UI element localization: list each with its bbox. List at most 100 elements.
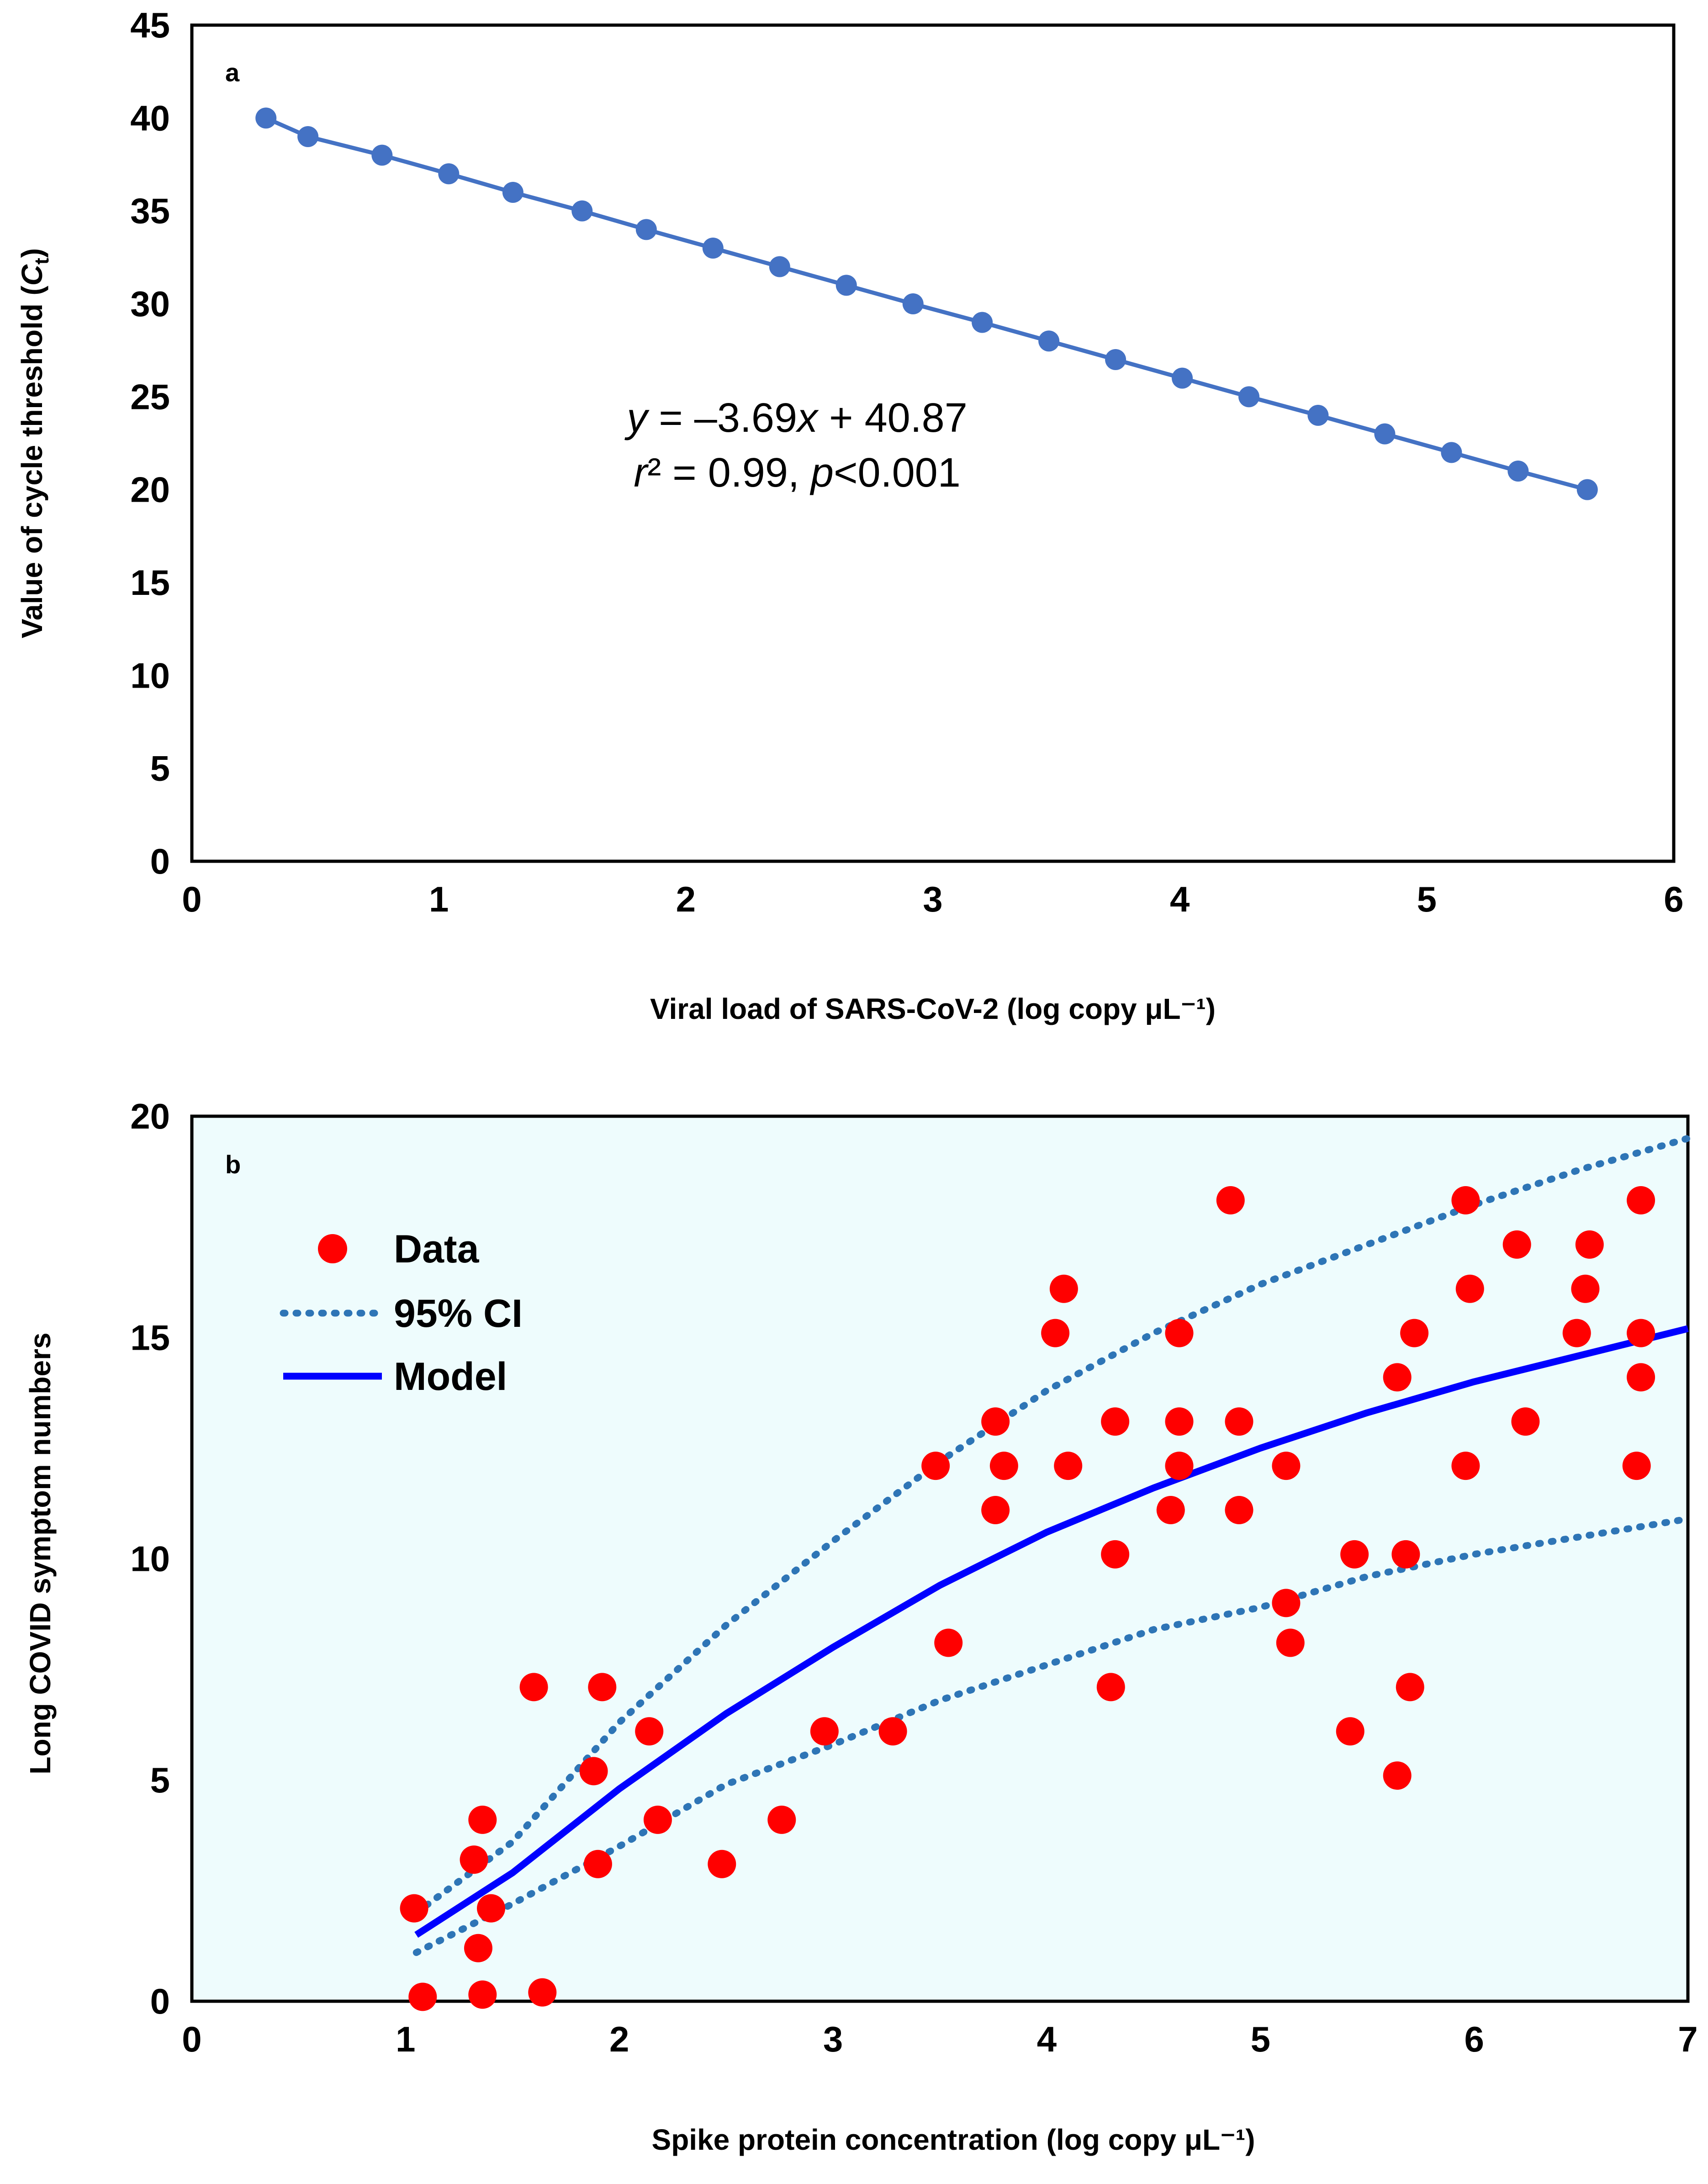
ct-data-point	[1105, 349, 1126, 370]
ct-data-point	[255, 107, 277, 129]
ct-data-point	[438, 163, 460, 185]
panel-b-x-tick-label: 4	[1037, 2019, 1057, 2059]
symptom-data-point	[1340, 1540, 1369, 1569]
panel-a-y-tick-label: 40	[130, 98, 170, 138]
panel-a-x-tick-label: 3	[923, 879, 942, 919]
symptom-data-point	[1276, 1628, 1305, 1657]
symptom-data-point	[1216, 1186, 1245, 1215]
symptom-data-point	[1101, 1540, 1130, 1569]
symptom-data-point	[767, 1805, 796, 1834]
symptom-data-point	[1575, 1230, 1604, 1259]
ct-data-point	[769, 256, 790, 277]
symptom-data-point	[1225, 1495, 1253, 1524]
panel-a-x-tick-label: 5	[1417, 879, 1437, 919]
symptom-data-point	[810, 1717, 839, 1746]
panel-b-x-tick-label: 0	[182, 2019, 201, 2059]
symptom-data-point	[1272, 1589, 1301, 1617]
symptom-data-point	[708, 1850, 736, 1878]
symptom-data-point	[1396, 1673, 1424, 1702]
ct-data-point	[502, 182, 524, 203]
symptom-data-point	[1627, 1363, 1655, 1392]
ct-data-point	[1441, 442, 1462, 463]
panel-a-y-tick-label: 15	[130, 562, 170, 603]
panel-b-x-tick-label: 2	[609, 2019, 629, 2059]
symptom-data-point	[1455, 1274, 1484, 1303]
symptom-data-point	[1165, 1319, 1194, 1347]
symptom-data-point	[1451, 1186, 1480, 1215]
panel-b-x-tick-label: 6	[1464, 2019, 1484, 2059]
symptom-data-point	[1156, 1495, 1185, 1524]
panel-a-x-tick-label: 0	[182, 879, 201, 919]
panel-a-y-axis-title: Value of cycle threshold (Ct)	[16, 248, 53, 638]
symptom-data-point	[1165, 1407, 1194, 1436]
panel-a-x-tick-label: 2	[676, 879, 696, 919]
symptom-data-point	[1383, 1761, 1412, 1790]
panel-b-y-axis-title: Long COVID symptom numbers	[24, 1332, 57, 1774]
symptom-data-point	[1562, 1319, 1591, 1347]
symptom-data-point	[519, 1673, 548, 1702]
panel-b-x-tick-label: 1	[396, 2019, 415, 2059]
symptom-data-point	[1571, 1274, 1600, 1303]
panel-a-x-tick-label: 1	[429, 879, 449, 919]
symptom-data-point	[408, 1983, 437, 2011]
ct-data-point	[1172, 367, 1193, 389]
panel-a-label: a	[225, 58, 240, 87]
panel-b-y-tick-label: 0	[150, 1981, 170, 2021]
panel-a-y-tick-label: 20	[130, 470, 170, 510]
panel-b-data-points	[400, 1186, 1655, 2011]
symptom-data-point	[643, 1805, 672, 1834]
panel-b-y-tick-label: 10	[130, 1539, 170, 1579]
ct-data-point	[297, 126, 319, 147]
ct-data-point	[835, 275, 857, 296]
symptom-data-point	[1225, 1407, 1253, 1436]
panel-a-series	[255, 107, 1598, 500]
symptom-data-point	[400, 1894, 428, 1923]
symptom-data-point	[1054, 1452, 1083, 1480]
symptom-data-point	[1165, 1452, 1194, 1480]
symptom-data-point	[1511, 1407, 1540, 1436]
panel-b-chart: b 0 5 10 15 20 0 1 2 3 4 5 6 7 Data 95% CI Model Sp…	[24, 1096, 1698, 2156]
symptom-data-point	[878, 1717, 907, 1746]
symptom-data-point	[981, 1407, 1010, 1436]
panel-a-y-tick-label: 5	[150, 748, 170, 789]
symptom-data-point	[1383, 1363, 1412, 1392]
legend-data-label: Data	[394, 1227, 480, 1271]
symptom-data-point	[1627, 1186, 1655, 1215]
symptom-data-point	[1272, 1452, 1301, 1480]
panel-b-y-tick-label: 15	[130, 1317, 170, 1357]
symptom-data-point	[1096, 1673, 1125, 1702]
symptom-data-point	[579, 1757, 608, 1786]
panel-a-y-tick-label: 10	[130, 655, 170, 695]
panel-a-equation: y = –3.69x + 40.87	[624, 395, 968, 441]
symptom-data-point	[635, 1717, 664, 1746]
symptom-data-point	[1627, 1319, 1655, 1347]
symptom-data-point	[1622, 1452, 1651, 1480]
symptom-data-point	[477, 1894, 505, 1923]
panel-b-y-tick-label: 5	[150, 1760, 170, 1800]
symptom-data-point	[981, 1495, 1010, 1524]
symptom-data-point	[1041, 1319, 1070, 1347]
symptom-data-point	[1400, 1319, 1429, 1347]
panel-a-x-axis-title: Viral load of SARS-CoV-2 (log copy μL⁻¹)	[650, 992, 1216, 1025]
symptom-data-point	[921, 1452, 950, 1480]
symptom-data-point	[1451, 1452, 1480, 1480]
ct-data-point	[1238, 386, 1260, 408]
ct-data-point	[635, 219, 657, 240]
ct-data-point	[571, 200, 593, 222]
ct-data-point	[1576, 479, 1598, 500]
symptom-data-point	[583, 1850, 612, 1878]
panel-b-x-tick-label: 5	[1251, 2019, 1270, 2059]
panel-b-x-tick-label: 3	[823, 2019, 843, 2059]
panel-a-y-tick-label: 25	[130, 376, 170, 417]
ci-lower-line	[412, 1515, 1692, 1956]
legend-model-label: Model	[394, 1355, 507, 1399]
ct-data-point	[1507, 461, 1529, 482]
ct-data-point	[1038, 330, 1060, 352]
ct-data-point	[1307, 405, 1329, 426]
panel-a-plot-area	[190, 23, 1676, 863]
panel-a-y-tick-label: 35	[130, 191, 170, 231]
symptom-data-point	[468, 1805, 497, 1834]
symptom-data-point	[989, 1452, 1018, 1480]
